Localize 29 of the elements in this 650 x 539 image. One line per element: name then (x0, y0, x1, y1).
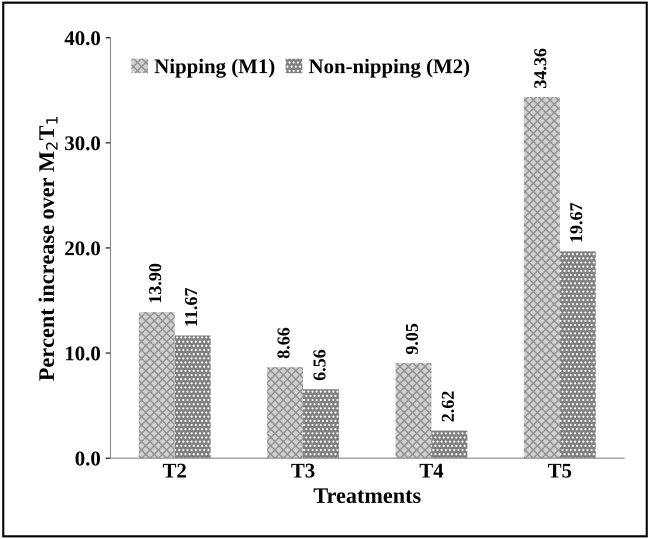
x-tick-label: T5 (548, 464, 572, 478)
y-tick-label: 20.0 (65, 241, 100, 256)
legend-label: Non-nipping (M2) (308, 58, 470, 78)
bar (174, 335, 211, 458)
x-tick-label: T3 (291, 464, 315, 478)
bar (560, 251, 596, 458)
x-tick-label: T2 (162, 464, 186, 478)
y-tick-label: 40.0 (64, 31, 100, 46)
bar (431, 430, 468, 458)
data-label: 34.36 (534, 48, 546, 88)
y-tick-label: 0.0 (76, 452, 100, 466)
y-axis-title: Percent increase over M$_{2}$T$_{1}$ (38, 116, 58, 381)
data-label: 13.90 (149, 264, 162, 302)
bar (395, 363, 432, 458)
data-label: 9.05 (406, 324, 418, 354)
y-tick-label: 30.0 (65, 136, 100, 150)
data-label: 2.62 (442, 391, 454, 422)
bar (524, 97, 560, 458)
legend-label: Nipping (M1) (154, 58, 274, 78)
data-label: 19.67 (570, 202, 582, 242)
data-label: 8.66 (277, 328, 290, 358)
bar (303, 389, 340, 458)
y-tick-label: 10.0 (66, 346, 100, 361)
bar (267, 367, 304, 458)
bar (138, 312, 175, 458)
x-axis-title: Treatments (314, 488, 421, 504)
x-tick-label: T4 (420, 464, 444, 478)
data-label: 6.56 (313, 350, 326, 380)
data-label: 11.67 (185, 288, 198, 326)
